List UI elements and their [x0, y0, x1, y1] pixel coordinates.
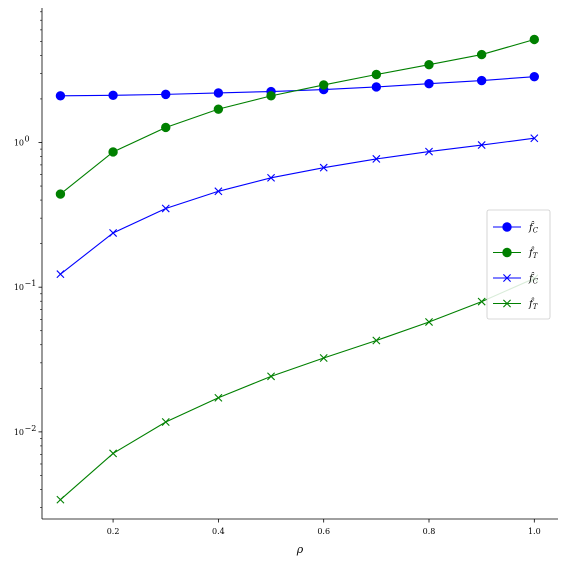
data-point — [161, 204, 170, 213]
data-point — [267, 173, 276, 182]
y-tick-label: 10 — [14, 428, 24, 437]
data-point — [319, 163, 328, 172]
data-point — [161, 122, 171, 133]
marker-stroke — [161, 204, 170, 213]
marker-stroke — [214, 393, 223, 402]
y-tick-exponent: −1 — [25, 279, 37, 288]
y-tick-exponent: −2 — [25, 424, 37, 433]
marker-stroke — [56, 270, 65, 279]
marker-stroke — [477, 297, 486, 306]
legend-label: f̂C — [528, 272, 539, 285]
data-point — [372, 154, 381, 163]
data-point — [424, 59, 434, 70]
legend-item: f̂T — [493, 298, 539, 311]
data-point — [161, 418, 170, 427]
legend-marker — [502, 222, 512, 232]
data-point — [108, 147, 118, 157]
data-point — [213, 88, 224, 98]
marker-stroke — [109, 449, 118, 458]
x-tick-label: 0.8 — [423, 527, 436, 536]
data-point — [55, 91, 66, 101]
series-line — [60, 76, 535, 97]
data-point — [372, 336, 381, 345]
series-3 — [56, 134, 539, 279]
data-point — [213, 104, 224, 114]
legend-label: f̂C — [528, 221, 539, 234]
marker-stroke — [56, 495, 65, 504]
legend-item: f̂C — [493, 221, 539, 235]
data-point — [477, 297, 486, 306]
legend-label: f̂T — [528, 298, 539, 311]
data-point — [425, 317, 433, 326]
legend: f̂C f̂T f̂C f̂T — [486, 209, 551, 320]
marker-stroke — [109, 228, 118, 237]
data-point — [214, 393, 223, 402]
data-point — [108, 90, 118, 100]
data-point — [319, 354, 328, 362]
axes-frame — [41, 8, 558, 520]
data-point — [109, 449, 118, 458]
data-point — [161, 89, 171, 100]
series-line — [60, 137, 535, 275]
data-point — [530, 134, 539, 143]
x-tick-label: 1.0 — [528, 527, 541, 536]
data-point — [371, 82, 382, 92]
series-line — [60, 38, 535, 195]
data-point — [529, 34, 540, 45]
data-point — [477, 141, 486, 150]
marker-stroke — [372, 336, 381, 345]
legend-box — [486, 209, 551, 320]
marker-stroke — [372, 154, 381, 163]
data-point — [56, 270, 65, 279]
data-point — [476, 49, 487, 60]
marker-stroke — [267, 173, 276, 182]
marker-stroke — [161, 418, 170, 427]
marker-stroke — [425, 317, 433, 326]
legend-marker — [502, 247, 512, 258]
x-tick-label: 0.2 — [107, 527, 120, 536]
marker-stroke — [267, 372, 276, 381]
data-point — [55, 189, 66, 199]
x-tick-label: 0.4 — [212, 527, 225, 536]
marker-stroke — [425, 147, 433, 156]
marker-stroke — [214, 187, 223, 196]
legend-item: f̂C — [493, 272, 539, 286]
marker-stroke — [319, 163, 328, 172]
series-line — [60, 277, 535, 501]
series-4 — [56, 274, 539, 504]
data-point — [318, 80, 329, 90]
y-tick-label: 10 — [14, 283, 24, 292]
data-point — [56, 495, 65, 504]
y-tick-exponent: 0 — [25, 134, 30, 143]
series-2 — [55, 34, 540, 199]
x-axis-label: ρ — [296, 543, 304, 556]
legend-label: f̂T — [528, 247, 539, 260]
data-point — [214, 187, 223, 196]
data-point — [425, 147, 433, 156]
legend-item: f̂T — [493, 247, 539, 260]
data-point — [371, 69, 382, 80]
y-tick-label: 10 — [14, 138, 24, 147]
marker-stroke — [319, 354, 328, 362]
data-point — [424, 78, 434, 89]
data-point — [267, 372, 276, 381]
data-point — [476, 75, 487, 86]
marker-stroke — [477, 141, 486, 150]
data-point — [266, 91, 276, 101]
series-layer — [55, 34, 540, 504]
data-point — [109, 228, 118, 237]
marker-stroke — [530, 134, 539, 143]
series-1 — [55, 71, 540, 101]
legend-marker — [503, 299, 511, 308]
legend-marker — [503, 274, 511, 282]
data-point — [529, 71, 540, 82]
x-tick-label: 0.6 — [317, 527, 330, 536]
